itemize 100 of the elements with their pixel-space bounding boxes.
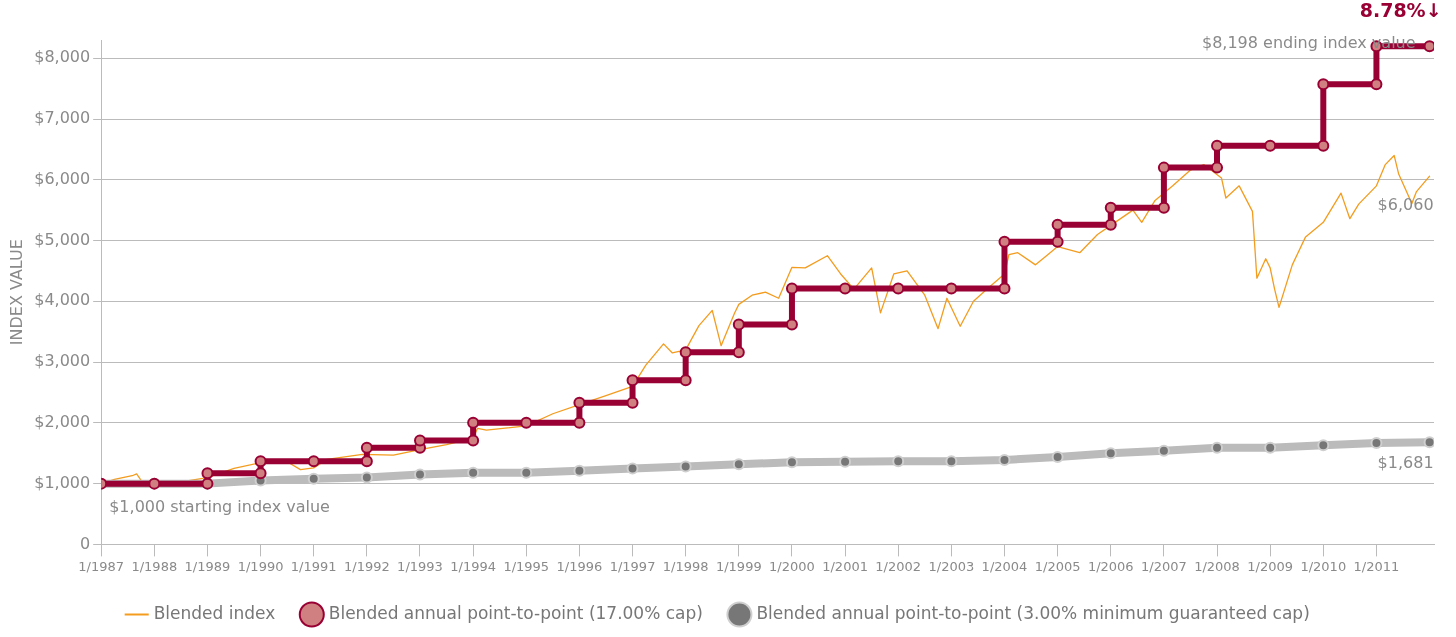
point (360, 441, 373, 454)
legend-label: Blended index (153, 602, 276, 623)
y-axis-title: INDEX VALUE (6, 239, 26, 346)
x-tick-label: 1/1990 (237, 558, 284, 574)
point (1104, 201, 1117, 214)
point (679, 346, 692, 359)
x-tick-label: 1/2000 (769, 558, 815, 574)
point (785, 456, 798, 469)
point (467, 434, 480, 447)
y-tick-label: $8,000 (34, 47, 91, 67)
point (467, 466, 480, 479)
x-tick-label: 1/2009 (1247, 558, 1294, 574)
y-tick-label: $2,000 (34, 412, 91, 432)
point (414, 468, 426, 481)
y-tick-label: $1,000 (34, 472, 91, 492)
x-tick-label: 1/2003 (928, 558, 975, 574)
legend-label: Blended annual point-to-point (3.00% minimum guaranteed cap) (756, 602, 1310, 623)
annotation: 8.78%↓ (1359, 0, 1442, 22)
point (307, 455, 320, 468)
point (254, 467, 267, 480)
point (1264, 139, 1277, 152)
point (945, 282, 958, 295)
x-tick-label: 1/1987 (78, 558, 125, 574)
point (732, 346, 745, 359)
annotation: $1,681 (1377, 453, 1434, 473)
x-tick-label: 1/1995 (503, 558, 550, 574)
x-tick-label: 1/1997 (609, 558, 656, 574)
annotation: $8,198 ending index value (1201, 33, 1416, 53)
y-tick-label: $7,000 (34, 108, 91, 128)
y-tick-label: $3,000 (34, 351, 91, 371)
point (626, 462, 639, 475)
x-tick-label: 1/1999 (715, 558, 762, 574)
point (1211, 139, 1224, 152)
point (892, 455, 905, 468)
point (573, 396, 586, 409)
point (626, 396, 639, 409)
point (1051, 235, 1064, 248)
point (998, 282, 1011, 295)
x-tick-label: 1/2002 (875, 558, 922, 574)
point (1104, 447, 1117, 460)
point (732, 318, 745, 331)
x-tick-label: 1/2010 (1300, 558, 1347, 574)
point (1370, 436, 1383, 449)
point (201, 467, 214, 480)
x-tick-label: 1/2004 (981, 558, 1028, 574)
point (998, 235, 1011, 248)
annotation: $6,060 (1377, 195, 1434, 215)
point (520, 416, 533, 429)
point (1157, 161, 1170, 174)
x-tick-label: 1/2007 (1141, 558, 1187, 574)
point (679, 374, 692, 387)
point (520, 466, 533, 479)
point (1317, 139, 1330, 152)
point (414, 434, 426, 447)
y-tick-label: $6,000 (34, 168, 91, 188)
legend-label: Blended annual point-to-point (17.00% cap) (328, 602, 703, 623)
point (1423, 40, 1434, 53)
x-tick-label: 1/1996 (556, 558, 603, 574)
x-tick-label: 1/2008 (1194, 558, 1240, 574)
point (573, 416, 586, 429)
point (732, 458, 745, 471)
x-tick-label: 1/2001 (822, 558, 868, 574)
x-tick-label: 1/1992 (343, 558, 390, 574)
x-tick-label: 1/1989 (184, 558, 231, 574)
point (785, 282, 798, 295)
point (1157, 201, 1170, 214)
x-tick-label: 1/1993 (397, 558, 443, 574)
point (945, 455, 958, 468)
point (785, 318, 798, 331)
point (1211, 441, 1224, 454)
x-tick-label: 1/1994 (450, 558, 497, 574)
point (1317, 439, 1330, 452)
point (626, 374, 639, 387)
x-tick-label: 1/2006 (1087, 558, 1134, 574)
point (1264, 441, 1277, 454)
point (839, 282, 852, 295)
annotation: $1,000 starting index value (109, 496, 330, 516)
y-tick-label: 0 (80, 533, 91, 553)
point (998, 453, 1011, 466)
point (1157, 444, 1170, 457)
x-tick-label: 1/2011 (1353, 558, 1400, 574)
y-tick-label: $5,000 (34, 229, 91, 249)
point (360, 471, 373, 484)
x-tick-label: 1/1988 (131, 558, 178, 574)
point (1423, 436, 1434, 449)
point (679, 460, 692, 473)
point (1211, 161, 1224, 174)
point (1104, 218, 1117, 231)
point (307, 472, 320, 485)
point (1370, 78, 1383, 91)
point (360, 455, 373, 468)
point (467, 416, 480, 429)
point (254, 455, 267, 468)
x-tick-label: 1/1998 (662, 558, 709, 574)
point (892, 282, 905, 295)
y-tick-label: $4,000 (34, 290, 91, 310)
point (1051, 450, 1064, 463)
x-tick-label: 1/2005 (1034, 558, 1081, 574)
point (839, 455, 852, 468)
point (1317, 78, 1330, 91)
